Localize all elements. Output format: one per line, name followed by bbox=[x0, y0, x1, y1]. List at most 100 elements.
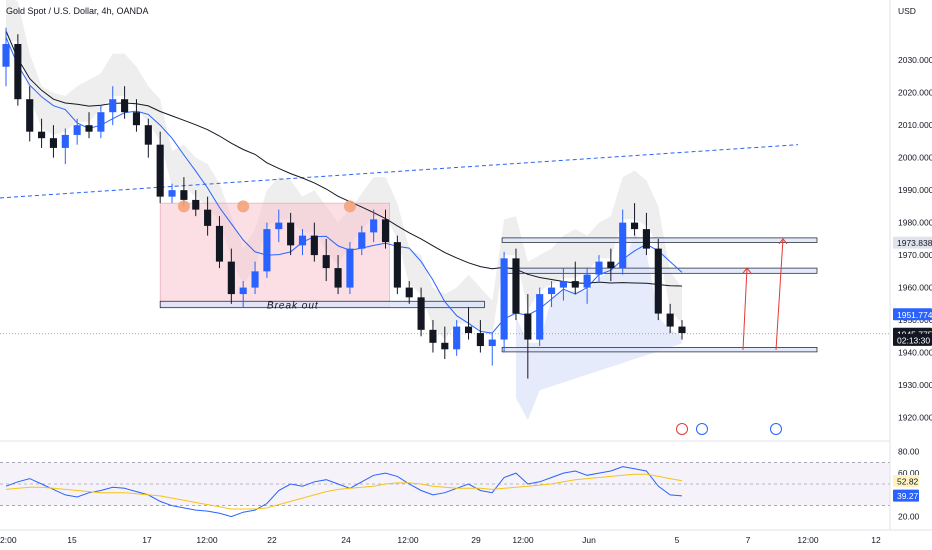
candle-body bbox=[144, 125, 152, 145]
time-tick-label: 5 bbox=[675, 535, 680, 545]
candle bbox=[14, 34, 22, 106]
time-tick-label: 15 bbox=[67, 535, 77, 545]
candle-body bbox=[61, 134, 69, 148]
annotations-layer: Break out bbox=[177, 200, 788, 435]
rsi-tick-label: 80.00 bbox=[898, 446, 920, 456]
candle bbox=[132, 99, 141, 132]
candle-body bbox=[322, 255, 330, 269]
candle bbox=[287, 212, 295, 256]
candle-body bbox=[619, 222, 627, 269]
upper-envelope bbox=[6, 0, 682, 340]
candle bbox=[2, 27, 10, 87]
candle-body bbox=[536, 294, 544, 340]
candle bbox=[666, 303, 674, 334]
time-tick-label: 12:00 bbox=[196, 535, 218, 545]
candle-body bbox=[453, 326, 461, 350]
candle-body bbox=[666, 313, 674, 327]
price-tag-label: 1973.838 bbox=[897, 238, 932, 248]
candle-body bbox=[476, 333, 484, 347]
candle bbox=[168, 183, 176, 204]
candle-body bbox=[168, 190, 176, 197]
candle-body bbox=[642, 229, 650, 249]
candle bbox=[536, 287, 544, 347]
currency-label: USD bbox=[898, 6, 916, 16]
candle-body bbox=[215, 225, 224, 262]
candle bbox=[38, 118, 46, 148]
candle-body bbox=[2, 43, 10, 67]
candle bbox=[417, 287, 425, 337]
candle-body bbox=[595, 261, 603, 275]
candles-layer[interactable] bbox=[2, 27, 686, 379]
candle-body bbox=[429, 329, 437, 343]
candle bbox=[97, 105, 105, 139]
candle-body bbox=[49, 138, 57, 148]
candle bbox=[476, 320, 484, 353]
candle bbox=[500, 251, 508, 353]
time-tick-label: 29 bbox=[471, 535, 481, 545]
candle-body bbox=[251, 271, 259, 288]
candle-body bbox=[298, 235, 307, 246]
candle bbox=[631, 203, 639, 236]
candle-body bbox=[275, 222, 283, 230]
candle bbox=[26, 86, 34, 142]
candle bbox=[654, 238, 662, 321]
candle-body bbox=[121, 99, 129, 113]
candle-body bbox=[500, 258, 508, 340]
candle-body bbox=[192, 199, 200, 210]
candle bbox=[583, 268, 591, 304]
candle-body bbox=[654, 248, 662, 314]
projection-arrow bbox=[742, 268, 748, 350]
candle-body bbox=[239, 287, 247, 295]
candle bbox=[488, 333, 496, 366]
candle-body bbox=[358, 232, 366, 249]
price-tick-label: 2000.000 bbox=[898, 153, 932, 163]
price-tag-label: 1951.774 bbox=[897, 310, 932, 320]
candle bbox=[595, 255, 603, 282]
candle-body bbox=[38, 131, 46, 139]
price-tick-label: 1930.000 bbox=[898, 380, 932, 390]
candle bbox=[405, 281, 413, 304]
moving-average-slow bbox=[5, 30, 683, 287]
price-tick-label: 1920.000 bbox=[898, 413, 932, 423]
candle bbox=[239, 281, 247, 308]
time-tick-label: 12:00 bbox=[512, 535, 534, 545]
price-axis[interactable]: 2030.000 2020.000 2010.000 2000.000 1990.000… bbox=[889, 0, 932, 530]
time-tick-label: 2:00 bbox=[0, 535, 17, 545]
candle-body bbox=[263, 229, 271, 272]
time-tick-label: 22 bbox=[267, 535, 277, 545]
rsi-value-tag bbox=[893, 489, 919, 502]
candle bbox=[275, 209, 283, 243]
candle bbox=[144, 118, 152, 158]
candle bbox=[121, 86, 129, 119]
time-tick-label: 24 bbox=[341, 535, 351, 545]
support-box bbox=[501, 347, 818, 353]
price-tag bbox=[893, 308, 932, 321]
candle bbox=[310, 222, 318, 262]
candle-body bbox=[524, 313, 532, 340]
candle bbox=[619, 209, 627, 275]
price-tag bbox=[893, 236, 932, 249]
candle-body bbox=[156, 144, 164, 197]
rsi-value-label: 39.27 bbox=[897, 491, 919, 501]
price-tick-label: 2010.000 bbox=[898, 120, 932, 130]
candle bbox=[607, 248, 615, 282]
candle-body bbox=[678, 326, 686, 334]
candle bbox=[192, 190, 200, 217]
candle bbox=[204, 196, 212, 236]
candle bbox=[298, 229, 307, 256]
candle bbox=[547, 281, 556, 308]
candle-body bbox=[180, 190, 188, 200]
candle bbox=[156, 131, 164, 204]
candle bbox=[85, 112, 93, 139]
candle-body bbox=[559, 281, 567, 288]
breakout-label: Break out bbox=[267, 300, 319, 311]
price-tag-label: 02:13:30 bbox=[897, 335, 930, 345]
breakout-level-box bbox=[159, 300, 485, 309]
candle bbox=[346, 242, 354, 295]
rsi-value-tag bbox=[893, 474, 919, 487]
overlay-layer bbox=[0, 30, 890, 335]
time-axis[interactable]: 2:00 15 17 12:00 22 24 12:00 29 12:00 Jun 5 7 12:00 1… bbox=[0, 529, 932, 545]
